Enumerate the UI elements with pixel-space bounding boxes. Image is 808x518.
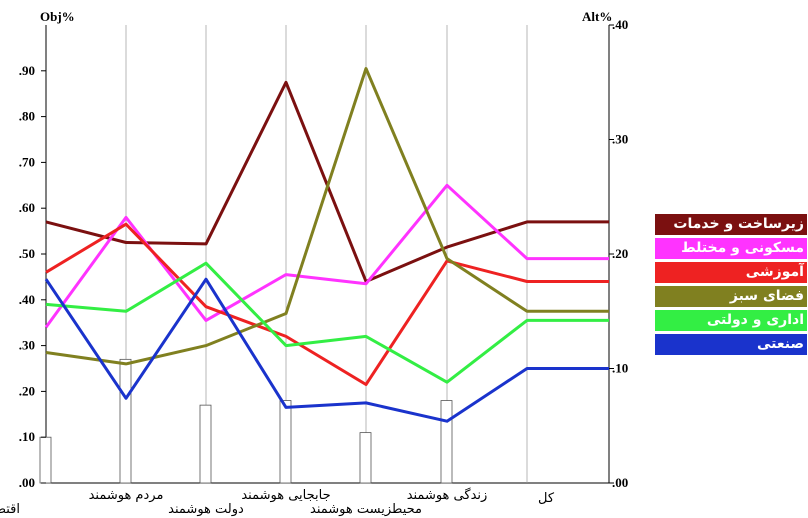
series-line [44,277,609,423]
legend: زیرساخت و خدمات مسکونی و مختلط آموزشی فضای … [655,214,807,358]
right-tick-label: .40 [612,17,628,32]
series-line [45,67,609,366]
category-label: دولت هوشمند [168,502,244,517]
legend-item: مسکونی و مختلط [655,238,807,259]
objective-bar [279,400,292,484]
left-tick-label: .70 [19,154,35,169]
category-labels: اقتصاد هوشمند مردم هوشمند دولت هوشمندجابجا… [0,487,555,517]
series-line [45,261,609,384]
right-axis-title: Alt% [582,9,612,24]
category-label: کل [538,491,555,506]
left-tick-label: .20 [19,383,35,398]
right-tick-label: .10 [612,361,628,376]
gridlines [45,25,610,484]
tick-labels: .00 .10 .20 .30 .40 .50 .60 .70 .80 .90 .00 .10 .20.… [19,17,629,490]
left-tick-label: .80 [19,109,35,124]
left-tick-label: .50 [19,246,35,261]
objective-bar [39,436,52,484]
series-line [44,183,609,329]
category-label: جابجایی هوشمند [241,488,330,503]
right-tick-label: .30 [612,132,628,147]
category-label: محیطزیست هوشمند [310,502,422,517]
left-tick-label: .60 [19,200,35,215]
left-tick-label: .30 [19,338,35,353]
legend-item: اداری و دولتی [655,310,807,331]
left-tick-label: .10 [19,429,35,444]
left-axis-title: Obj% [40,9,75,24]
category-label: مردم هوشمند [89,488,164,503]
left-tick-label: .00 [19,475,35,490]
right-tick-label: .20 [612,246,628,261]
objective-bar [119,358,132,484]
series-line [45,80,609,283]
objective-bars [39,358,453,484]
legend-item: فضای سبز [655,286,807,307]
objective-bar [359,432,372,484]
right-tick-label: .00 [612,475,628,490]
series-line [45,222,609,386]
axes: Obj% Alt% [40,9,612,24]
objective-bar [199,404,212,484]
category-label: زندگی هوشمند [407,487,488,503]
objective-bar [440,400,453,484]
legend-item: صنعتی [655,334,807,355]
left-tick-label: .90 [19,63,35,78]
legend-item: زیرساخت و خدمات [655,214,807,235]
left-tick-label: .40 [19,292,35,307]
category-label: اقتصاد هوشمند [0,502,20,517]
legend-item: آموزشی [655,262,807,283]
series-lines [44,67,609,423]
